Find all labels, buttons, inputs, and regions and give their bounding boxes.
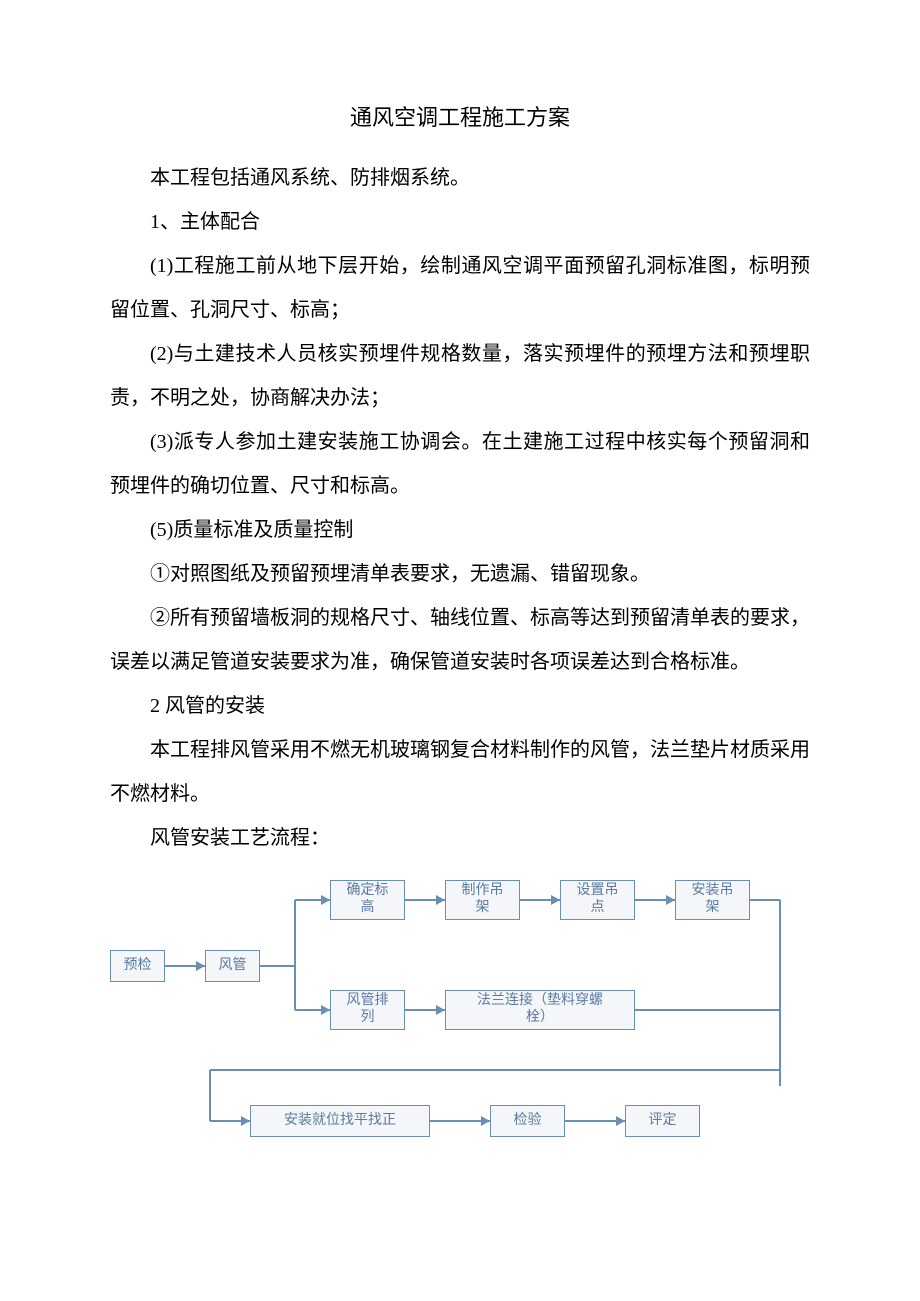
flow-edge	[260, 965, 295, 966]
paragraph: (1)工程施工前从地下层开始，绘制通风空调平面预留孔洞标准图，标明预留位置、孔洞…	[110, 244, 810, 332]
arrow-icon	[196, 961, 205, 971]
paragraph: 2 风管的安装	[110, 684, 810, 728]
flow-node-make: 制作吊 架	[445, 880, 520, 920]
paragraph: (3)派专人参加土建安装施工协调会。在土建施工过程中核实每个预留洞和预埋件的确切…	[110, 420, 810, 508]
arrow-icon	[321, 1005, 330, 1015]
flow-edge	[209, 1070, 210, 1121]
arrow-icon	[481, 1116, 490, 1126]
arrow-icon	[436, 895, 445, 905]
paragraph: 1、主体配合	[110, 200, 810, 244]
paragraph: 本工程包括通风系统、防排烟系统。	[110, 156, 810, 200]
flow-edge	[635, 1009, 780, 1010]
arrow-icon	[321, 895, 330, 905]
document-title: 通风空调工程施工方案	[110, 100, 810, 132]
arrow-icon	[241, 1116, 250, 1126]
flow-edge	[779, 1010, 780, 1070]
flow-node-setpt: 设置吊 点	[560, 880, 635, 920]
paragraph: ②所有预留墙板洞的规格尺寸、轴线位置、标高等达到预留清单表的要求，误差以满足管道…	[110, 596, 810, 684]
flow-node-level: 安装就位找平找正	[250, 1105, 430, 1137]
flow-node-precheck: 预检	[110, 950, 165, 982]
arrow-icon	[666, 895, 675, 905]
flow-edge	[210, 1069, 780, 1070]
paragraph: 风管安装工艺流程：	[110, 816, 810, 860]
flow-node-elev: 确定标 高	[330, 880, 405, 920]
paragraph: ①对照图纸及预留预埋清单表要求，无遗漏、错留现象。	[110, 552, 810, 596]
flow-edge	[294, 900, 295, 1010]
flow-edge	[750, 899, 780, 900]
flow-node-flange: 法兰连接（垫料穿螺 栓）	[445, 990, 635, 1030]
arrow-icon	[616, 1116, 625, 1126]
paragraph: 本工程排风管采用不燃无机玻璃钢复合材料制作的风管，法兰垫片材质采用不燃材料。	[110, 728, 810, 816]
paragraph: (2)与土建技术人员核实预埋件规格数量，落实预埋件的预埋方法和预埋职责，不明之处…	[110, 332, 810, 420]
flow-node-assess: 评定	[625, 1105, 700, 1137]
flow-node-install: 安装吊 架	[675, 880, 750, 920]
flow-edge	[779, 900, 780, 1010]
arrow-icon	[551, 895, 560, 905]
flow-node-duct: 风管	[205, 950, 260, 982]
flow-node-inspect: 检验	[490, 1105, 565, 1137]
flow-node-arrange: 风管排 列	[330, 990, 405, 1030]
flowchart: 预检 风管 确定标 高制作吊 架设置吊 点安装吊 架风管排 列法兰连接（垫料穿螺 栓…	[110, 870, 810, 1150]
paragraph: (5)质量标准及质量控制	[110, 508, 810, 552]
arrow-icon	[436, 1005, 445, 1015]
